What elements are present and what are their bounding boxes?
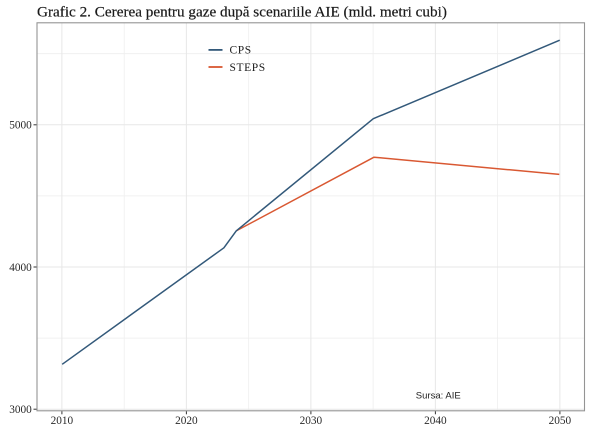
svg-text:4000: 4000 [9, 262, 32, 274]
svg-text:2030: 2030 [300, 415, 323, 427]
svg-text:2010: 2010 [51, 415, 74, 427]
svg-text:2040: 2040 [424, 415, 447, 427]
svg-text:Sursa: AIE: Sursa: AIE [416, 390, 461, 401]
svg-text:STEPS: STEPS [230, 62, 266, 74]
svg-text:2050: 2050 [549, 415, 572, 427]
svg-text:CPS: CPS [230, 45, 252, 57]
svg-text:5000: 5000 [9, 120, 32, 132]
svg-text:2020: 2020 [175, 415, 198, 427]
svg-text:Grafic 2. Cererea pentru gaze: Grafic 2. Cererea pentru gaze după scena… [37, 4, 447, 21]
svg-text:3000: 3000 [9, 404, 32, 416]
